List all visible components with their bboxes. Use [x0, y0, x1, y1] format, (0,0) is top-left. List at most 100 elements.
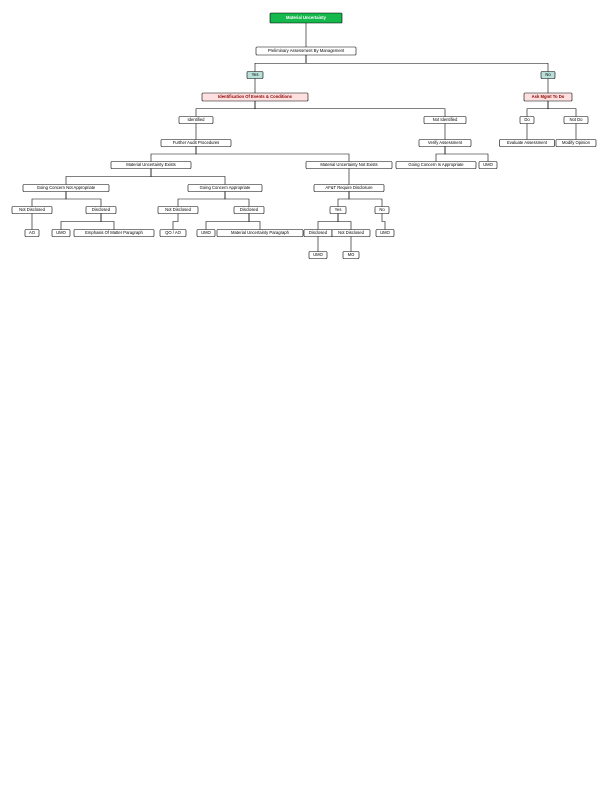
edge	[255, 101, 445, 117]
edge	[445, 147, 488, 162]
node-label: Modify Opinion	[562, 140, 591, 145]
node-n21: Not Disclosed	[12, 207, 52, 214]
edge	[225, 192, 249, 207]
node-label: MO	[348, 252, 355, 257]
node-n25: Yes	[330, 207, 346, 214]
edge	[178, 192, 225, 207]
edge	[32, 192, 66, 207]
edge	[306, 55, 548, 72]
node-label: QO / AO	[165, 230, 182, 235]
node-n24: Disclosed	[234, 207, 264, 214]
node-label: Preliminary Assessment By Management	[268, 48, 345, 53]
node-n28: UMO	[52, 230, 70, 237]
node-label: Not Disclosed	[19, 207, 46, 212]
node-label: Disclosed	[92, 207, 111, 212]
node-n17: UMO	[479, 162, 497, 169]
node-label: Material Uncertainty Not Exists	[320, 162, 377, 167]
node-n16: Going Concern Is Appropriate	[396, 162, 476, 169]
node-n31: UMO	[197, 230, 215, 237]
edge	[196, 101, 255, 117]
node-label: Identified	[188, 117, 206, 122]
node-label: Do	[524, 117, 530, 122]
node-n23: Not Disclosed	[158, 207, 198, 214]
edge	[173, 214, 178, 230]
edge	[548, 101, 576, 117]
node-n15: Material Uncertainty Not Exists	[306, 162, 392, 169]
node-n5: Ask Mgmt To Do	[524, 93, 572, 101]
node-n13: Modify Opinion	[556, 140, 596, 147]
node-n2: Yes	[247, 72, 263, 79]
node-label: UMO	[313, 252, 324, 257]
edge	[249, 214, 260, 230]
edge	[338, 192, 349, 207]
node-n34: Not Disclosed	[332, 230, 370, 237]
node-label: Not Disclosed	[165, 207, 192, 212]
node-label: UMO	[483, 162, 494, 167]
node-n35: UMO	[376, 230, 394, 237]
node-n9: Not Do	[564, 117, 588, 124]
node-label: Evaluate Assessment	[507, 140, 548, 145]
node-label: Disclosed	[309, 230, 328, 235]
node-n11: Verify Assessment	[419, 140, 471, 147]
node-n20: AF&T Require Disclosure	[314, 185, 384, 192]
node-label: Further Audit Procedures	[173, 140, 220, 145]
node-label: No	[545, 72, 551, 77]
node-n7: Not Identified	[424, 117, 466, 124]
node-n27: AO	[25, 230, 39, 237]
node-label: Verify Assessment	[428, 140, 463, 145]
edge	[61, 214, 101, 230]
node-label: Disclosed	[240, 207, 259, 212]
node-label: Ask Mgmt To Do	[532, 94, 565, 99]
edge	[382, 214, 385, 230]
node-label: Identification Of Events & Conditions	[218, 94, 293, 99]
edge	[66, 192, 101, 207]
node-label: AO	[29, 230, 36, 235]
edge	[151, 147, 196, 162]
node-label: Going Concern Not Appropriate	[37, 185, 96, 190]
edge	[338, 214, 351, 230]
node-n0: Material Uncertainty	[270, 13, 342, 23]
node-label: Going Concern Appropriate	[200, 185, 251, 190]
node-n29: Emphasis Of Matter Paragraph	[74, 230, 154, 237]
edge	[101, 214, 114, 230]
node-n26: No	[375, 207, 389, 214]
node-n10: Further Audit Procedures	[161, 140, 231, 147]
node-n4: Identification Of Events & Conditions	[202, 93, 308, 101]
edge	[436, 147, 445, 162]
edge	[255, 55, 306, 72]
node-label: Not Do	[569, 117, 583, 122]
edge	[527, 101, 548, 117]
node-label: UMO	[201, 230, 212, 235]
edge	[151, 169, 225, 185]
node-label: AF&T Require Disclosure	[325, 185, 373, 190]
node-n18: Going Concern Not Appropriate	[23, 185, 109, 192]
edge	[66, 169, 151, 185]
node-n37: MO	[343, 252, 359, 259]
node-n19: Going Concern Appropriate	[188, 185, 262, 192]
edge	[318, 214, 338, 230]
node-n1: Preliminary Assessment By Management	[256, 47, 356, 55]
node-n22: Disclosed	[86, 207, 116, 214]
node-label: Emphasis Of Matter Paragraph	[85, 230, 143, 235]
node-label: Material Uncertainty Paragraph	[231, 230, 290, 235]
node-n33: Disclosed	[304, 230, 332, 237]
material-uncertainty-flowchart: Material Uncertainty Preliminary Assessme…	[0, 0, 612, 792]
edge	[349, 192, 382, 207]
node-n14: Material Uncertainty Exists	[111, 162, 191, 169]
node-n12: Evaluate Assessment	[500, 140, 555, 147]
edge	[206, 214, 249, 230]
node-n30: QO / AO	[160, 230, 186, 237]
node-label: UMO	[380, 230, 391, 235]
node-label: Not Identified	[433, 117, 458, 122]
node-n6: Identified	[179, 117, 213, 124]
node-n36: UMO	[309, 252, 327, 259]
node-label: Material Uncertainty	[286, 15, 327, 20]
node-label: Not Disclosed	[338, 230, 365, 235]
node-label: Going Concern Is Appropriate	[408, 162, 464, 167]
node-n32: Material Uncertainty Paragraph	[217, 230, 303, 237]
node-label: No	[379, 207, 385, 212]
node-n8: Do	[520, 117, 534, 124]
edge	[196, 147, 349, 162]
node-n3: No	[541, 72, 555, 79]
node-label: Yes	[252, 72, 259, 77]
